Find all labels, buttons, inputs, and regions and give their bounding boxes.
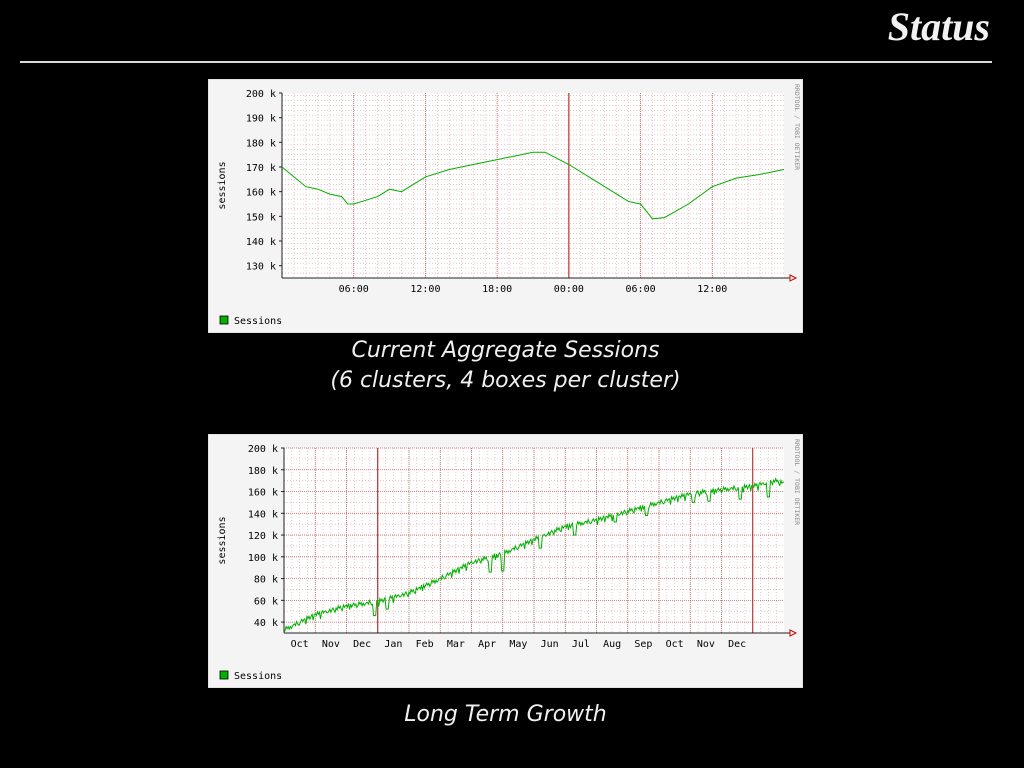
y-tick-label: 200 k — [248, 444, 278, 455]
x-tick-label: 12:00 — [410, 284, 440, 295]
y-tick-label: 180 k — [246, 138, 276, 149]
x-tick-label: Dec — [353, 639, 371, 650]
y-tick-label: 140 k — [246, 237, 276, 248]
watermark: RRDTOOL / TOBI OETIKER — [793, 84, 801, 170]
caption-line: (6 clusters, 4 boxes per cluster) — [330, 368, 681, 393]
slide-title: Status — [887, 4, 990, 49]
x-tick-label: Jul — [572, 639, 590, 650]
y-tick-label: 100 k — [248, 553, 278, 564]
x-tick-label: Aug — [603, 639, 621, 650]
graph-current-sessions: 130 k 140 k 150 k 160 k 170 k 180 k 190 k 200 k… — [208, 79, 803, 333]
legend-swatch — [219, 315, 229, 325]
x-tick-label: Jun — [541, 639, 559, 650]
y-axis-label: sessions — [217, 516, 228, 564]
y-tick-label: 180 k — [248, 466, 278, 477]
caption-long-term-growth: Long Term Growth — [208, 700, 803, 730]
y-tick-label: 160 k — [248, 488, 278, 499]
caption-line: Long Term Growth — [404, 702, 607, 727]
chart-current-sessions: 130 k 140 k 150 k 160 k 170 k 180 k 190 k 200 k… — [208, 79, 803, 333]
y-tick-label: 80 k — [254, 575, 278, 586]
x-tick-label: 00:00 — [554, 284, 584, 295]
legend-label: Sessions — [234, 671, 282, 682]
y-axis-label: sessions — [217, 161, 228, 209]
y-tick-label: 140 k — [248, 509, 278, 520]
y-tick-label: 190 k — [246, 114, 276, 125]
caption-line: Current Aggregate Sessions — [351, 338, 660, 363]
y-tick-label: 150 k — [246, 212, 276, 223]
y-tick-label: 60 k — [254, 596, 278, 607]
x-tick-label: 06:00 — [626, 284, 656, 295]
x-tick-label: Dec — [728, 639, 746, 650]
y-tick-label: 170 k — [246, 163, 276, 174]
graph-long-term-growth: 40 k 60 k 80 k 100 k 120 k 140 k 160 k 180 k 200… — [208, 434, 803, 688]
series-line-sessions — [283, 477, 784, 634]
x-axis-arrow — [789, 629, 798, 637]
x-tick-label: Feb — [416, 639, 434, 650]
x-tick-label: 18:00 — [482, 284, 512, 295]
title-rule — [20, 61, 992, 63]
x-axis-arrow — [789, 274, 798, 282]
watermark: RRDTOOL / TOBI OETIKER — [793, 439, 801, 525]
x-tick-label: 12:00 — [697, 284, 727, 295]
x-tick-label: Oct — [291, 639, 309, 650]
y-tick-label: 120 k — [248, 531, 278, 542]
series-line-sessions — [281, 151, 785, 220]
x-tick-label: Mar — [447, 639, 465, 650]
legend-label: Sessions — [234, 316, 282, 327]
x-tick-label: 06:00 — [339, 284, 369, 295]
x-tick-label: Jan — [384, 639, 402, 650]
x-tick-label: May — [509, 639, 527, 650]
y-tick-label: 200 k — [246, 89, 276, 100]
x-tick-label: Apr — [478, 639, 496, 650]
x-tick-label: Sep — [634, 639, 652, 650]
legend-swatch — [219, 670, 229, 680]
y-tick-label: 160 k — [246, 188, 276, 199]
x-tick-label: Oct — [666, 639, 684, 650]
x-tick-label: Nov — [697, 639, 715, 650]
y-tick-label: 40 k — [254, 618, 278, 629]
y-tick-label: 130 k — [246, 262, 276, 273]
chart-long-term-growth: 40 k 60 k 80 k 100 k 120 k 140 k 160 k 180 k 200… — [208, 434, 803, 688]
x-tick-label: Nov — [322, 639, 340, 650]
caption-current-sessions: Current Aggregate Sessions (6 clusters, … — [208, 336, 803, 396]
